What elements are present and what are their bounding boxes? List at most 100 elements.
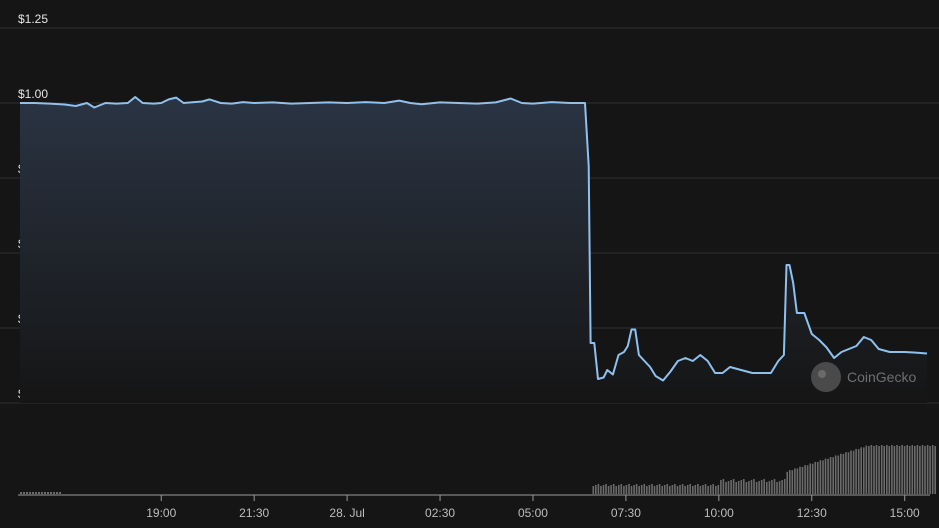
volume-bar (763, 479, 765, 494)
volume-bar (916, 445, 919, 494)
volume-bar (886, 445, 888, 494)
x-tick-label: 02:30 (425, 506, 455, 520)
volume-bar (674, 484, 676, 494)
volume-bar (914, 446, 916, 494)
volume-bar (697, 484, 699, 494)
volume-bar (750, 480, 753, 494)
volume-bar (857, 449, 860, 494)
volume-bar (32, 492, 34, 494)
volume-bar (755, 482, 758, 494)
volume-bar (41, 492, 43, 494)
volume-bar (595, 485, 597, 494)
volume-bar (888, 446, 891, 494)
volume-bar (827, 458, 829, 494)
volume-bar (870, 445, 873, 494)
volume-bar (786, 471, 788, 494)
y-tick-label: $1.25 (18, 12, 48, 26)
volume-bar (824, 458, 827, 494)
x-tick-label: 28. Jul (329, 506, 364, 520)
volume-bar (880, 445, 883, 494)
volume-bar (712, 484, 714, 494)
volume-bar (676, 486, 679, 494)
volume-bar (773, 479, 776, 494)
volume-bar (737, 481, 740, 494)
volume-bar (679, 485, 681, 494)
volume-bar (903, 446, 906, 494)
x-tick-label: 19:00 (146, 506, 176, 520)
volume-bar (630, 486, 633, 494)
volume-bar (592, 486, 595, 494)
volume-bar (829, 457, 832, 494)
volume-bar (834, 455, 837, 494)
volume-bar (811, 463, 814, 494)
coingecko-logo-icon (811, 362, 841, 392)
volume-bar (623, 486, 625, 494)
coingecko-watermark: CoinGecko (811, 362, 916, 392)
volume-bar (855, 448, 857, 494)
volume-bar (671, 485, 674, 494)
volume-bar (35, 492, 37, 494)
volume-bar (692, 486, 694, 494)
volume-bar (50, 492, 52, 494)
volume-bar (799, 466, 801, 494)
volume-bar (59, 492, 61, 494)
volume-bar (898, 446, 901, 494)
volume-bar (715, 486, 717, 494)
volume-bar (837, 455, 840, 494)
x-tick-label: 12:30 (797, 506, 827, 520)
volume-bar (809, 463, 811, 494)
volume-bar (911, 445, 914, 494)
volume-bar (883, 446, 885, 494)
volume-bar (852, 450, 855, 494)
volume-bar (704, 484, 707, 494)
volume-bar (832, 457, 834, 494)
volume-bar (840, 453, 842, 494)
price-line (20, 96, 928, 382)
volume-bar (753, 479, 755, 494)
volume-bar (768, 481, 771, 494)
volume-bar (23, 492, 25, 494)
volume-bar (878, 446, 880, 494)
volume-bar (625, 485, 628, 494)
volume-bar (612, 484, 615, 494)
volume-bar (653, 486, 656, 494)
volume-bar (819, 460, 822, 494)
volume-bar (666, 484, 669, 494)
volume-bar (893, 446, 896, 494)
volume-bar (796, 468, 799, 494)
volume-bars (20, 445, 936, 494)
x-tick-label: 10:00 (704, 506, 734, 520)
volume-bar (663, 485, 666, 494)
volume-bar (908, 446, 911, 494)
volume-bar (694, 485, 697, 494)
volume-bar (720, 480, 722, 494)
volume-bar (686, 485, 689, 494)
volume-bar (26, 492, 28, 494)
volume-bar (919, 446, 921, 494)
volume-bar (745, 482, 748, 494)
x-tick-label: 15:00 (890, 506, 920, 520)
volume-bar (689, 484, 691, 494)
volume-bar (924, 446, 926, 494)
volume-bar (618, 485, 620, 494)
volume-bar (699, 486, 702, 494)
volume-bar (661, 486, 663, 494)
x-tick-label: 05:00 (518, 506, 548, 520)
volume-bar (929, 446, 931, 494)
volume-bar (794, 468, 796, 494)
y-tick-label: $1.00 (18, 87, 48, 101)
volume-bar (20, 492, 22, 494)
volume-bar (842, 453, 845, 494)
volume-bar (56, 492, 58, 494)
volume-bar (740, 480, 743, 494)
volume-bar (722, 479, 725, 494)
volume-bar (781, 480, 783, 494)
volume-bar (822, 460, 824, 494)
volume-bar (643, 484, 646, 494)
volume-bar (684, 486, 686, 494)
volume-bar (38, 492, 40, 494)
price-line-layer (20, 96, 928, 382)
volume-bar (605, 484, 607, 494)
volume-bar (656, 485, 658, 494)
